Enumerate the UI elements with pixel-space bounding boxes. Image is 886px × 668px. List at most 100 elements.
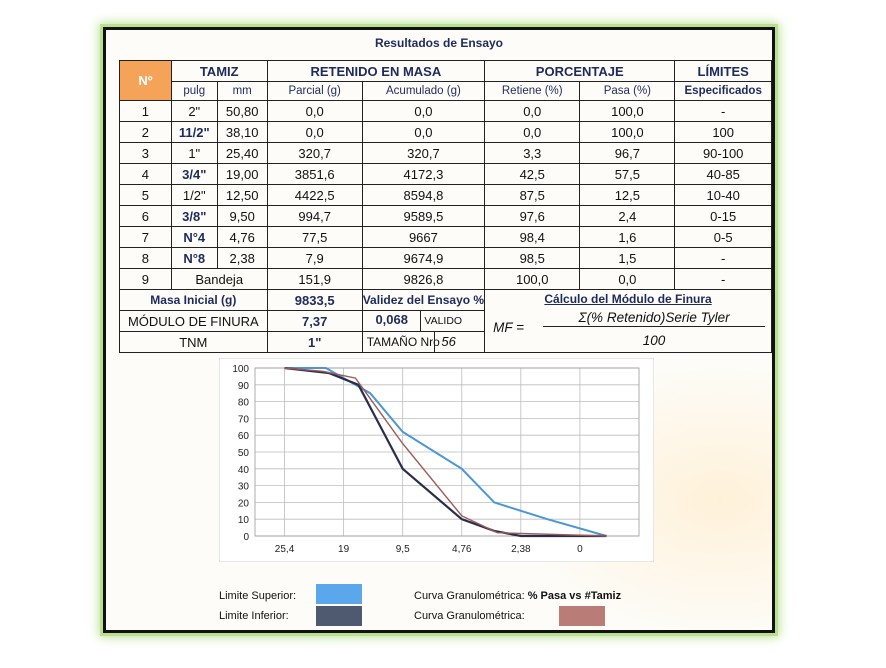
cell-pasa: 2,4 — [579, 205, 676, 227]
header-mm: mm — [216, 81, 268, 101]
cell-pulg: N°8 — [170, 247, 218, 269]
series-line — [284, 367, 607, 537]
x-tick-label: 2,38 — [511, 544, 531, 555]
cell-acumulado: 9667 — [361, 226, 486, 248]
header-pasa: Pasa (%) — [579, 81, 676, 101]
table-row: 5 1/2" 12,50 4422,5 8594,8 87,5 12,5 10-… — [119, 184, 772, 206]
cell-acumulado: 9589,5 — [361, 205, 486, 227]
cell-pulg: 11/2" — [170, 121, 218, 143]
cell-acumulado: 9674,9 — [361, 247, 486, 269]
tnm-value: 1" — [266, 331, 363, 353]
y-tick-label: 60 — [238, 431, 250, 442]
cell-parcial: 4422,5 — [266, 184, 363, 206]
header-no: Nº — [119, 60, 172, 101]
cell-bandeja: Bandeja — [170, 268, 268, 290]
x-tick-label: 0 — [577, 544, 583, 555]
cell-parcial: 0,0 — [266, 100, 363, 122]
cell-mm: 38,10 — [216, 121, 268, 143]
y-tick-label: 80 — [238, 398, 250, 409]
cell-pasa: 96,7 — [579, 142, 676, 164]
cell-retiene: 97,6 — [484, 205, 581, 227]
header-especificados: Especificados — [674, 81, 772, 101]
table-row: 8 N°8 2,38 7,9 9674,9 98,5 1,5 - — [119, 247, 772, 269]
y-tick-label: 0 — [243, 532, 249, 543]
table-row: 2 11/2" 38,10 0,0 0,0 0,0 100,0 100 — [119, 121, 772, 143]
cell-limites: 0-15 — [674, 205, 772, 227]
cell-pulg: 3/4" — [170, 163, 218, 185]
cell-acumulado: 8594,8 — [361, 184, 486, 206]
cell-pulg: 1" — [170, 142, 218, 164]
cell-acumulado: 0,0 — [361, 100, 486, 122]
cell-no: 1 — [119, 100, 172, 122]
modulo-label: MÓDULO DE FINURA — [119, 310, 268, 332]
masa-inicial-label: Masa Inicial (g) — [119, 289, 268, 311]
x-tick-label: 19 — [338, 544, 350, 555]
cell-mm: 9,50 — [216, 205, 268, 227]
y-tick-label: 50 — [238, 448, 250, 459]
header-tamiz: TAMIZ — [170, 60, 268, 82]
cell-parcial: 7,9 — [266, 247, 363, 269]
x-tick-label: 25,4 — [275, 544, 295, 555]
cell-pulg: 2" — [170, 100, 218, 122]
legend-sup-swatch — [316, 584, 362, 604]
cell-no: 9 — [119, 268, 172, 290]
table-row: 9 Bandeja 151,9 9826,8 100,0 0,0 - — [119, 268, 772, 290]
series-line — [284, 366, 607, 538]
cell-no: 6 — [119, 205, 172, 227]
tamano-label: TAMAÑO Nro — [366, 335, 440, 349]
y-tick-label: 100 — [232, 364, 249, 375]
legend-curva-bold: % Pasa vs #Tamiz — [527, 590, 622, 602]
results-sheet: Resultados de Ensayo Nº TAMIZ RETENIDO E… — [103, 27, 775, 633]
mf-label: MF = — [493, 320, 524, 335]
y-tick-label: 70 — [238, 414, 250, 425]
cell-retiene: 98,5 — [484, 247, 581, 269]
cell-limites: - — [674, 268, 772, 290]
plot-border — [254, 367, 640, 537]
cell-parcial: 0,0 — [266, 121, 363, 143]
cell-retiene: 3,3 — [484, 142, 581, 164]
header-acumulado: Acumulado (g) — [361, 81, 486, 101]
mf-formula-box: Cálculo del Módulo de Finura MF = Σ(% Re… — [484, 289, 772, 353]
cell-mm: 4,76 — [216, 226, 268, 248]
cell-pulg: 3/8" — [170, 205, 218, 227]
cell-limites: 100 — [674, 121, 772, 143]
cell-pasa: 57,5 — [579, 163, 676, 185]
cell-no: 8 — [119, 247, 172, 269]
cell-pulg: 1/2" — [170, 184, 218, 206]
cell-mm: 2,38 — [216, 247, 268, 269]
cell-mm: 25,40 — [216, 142, 268, 164]
cell-pasa: 100,0 — [579, 121, 676, 143]
cell-retiene: 0,0 — [484, 100, 581, 122]
calc-label: Cálculo del Módulo de Finura — [544, 292, 712, 306]
legend-inf-swatch — [316, 606, 362, 626]
legend-curva-label: Curva Granulométrica: % Pasa vs #Tamiz — [414, 590, 621, 602]
modulo-value: 7,37 — [266, 310, 363, 332]
cell-mm: 12,50 — [216, 184, 268, 206]
cell-no: 3 — [119, 142, 172, 164]
cell-parcial: 151,9 — [266, 268, 363, 290]
cell-acumulado: 4172,3 — [361, 163, 486, 185]
x-tick-label: 4,76 — [452, 544, 472, 555]
y-tick-label: 20 — [238, 498, 250, 509]
table-row: 7 N°4 4,76 77,5 9667 98,4 1,6 0-5 — [119, 226, 772, 248]
cell-limites: 0-5 — [674, 226, 772, 248]
cell-limites: 40-85 — [674, 163, 772, 185]
legend-curva-prefix: Curva Granulométrica: — [414, 590, 528, 602]
cell-limites: 90-100 — [674, 142, 772, 164]
mf-denominator: 100 — [642, 333, 666, 348]
cell-no: 5 — [119, 184, 172, 206]
cell-retiene: 98,4 — [484, 226, 581, 248]
table-row: 1 2" 50,80 0,0 0,0 0,0 100,0 - — [119, 100, 772, 122]
cell-pasa: 1,5 — [579, 247, 676, 269]
legend-curva2-label: Curva Granulométrica: — [414, 610, 525, 622]
header-limites: LÍMITES — [674, 60, 772, 82]
header-parcial: Parcial (g) — [266, 81, 363, 101]
cell-acumulado: 0,0 — [361, 121, 486, 143]
y-tick-label: 30 — [238, 482, 250, 493]
cell-acumulado: 320,7 — [361, 142, 486, 164]
header-retiene: Retiene (%) — [484, 81, 581, 101]
validez-cell: 0,068 VALIDO — [361, 310, 486, 332]
cell-limites: - — [674, 247, 772, 269]
tamano-cell: TAMAÑO Nro 56 — [361, 331, 486, 353]
